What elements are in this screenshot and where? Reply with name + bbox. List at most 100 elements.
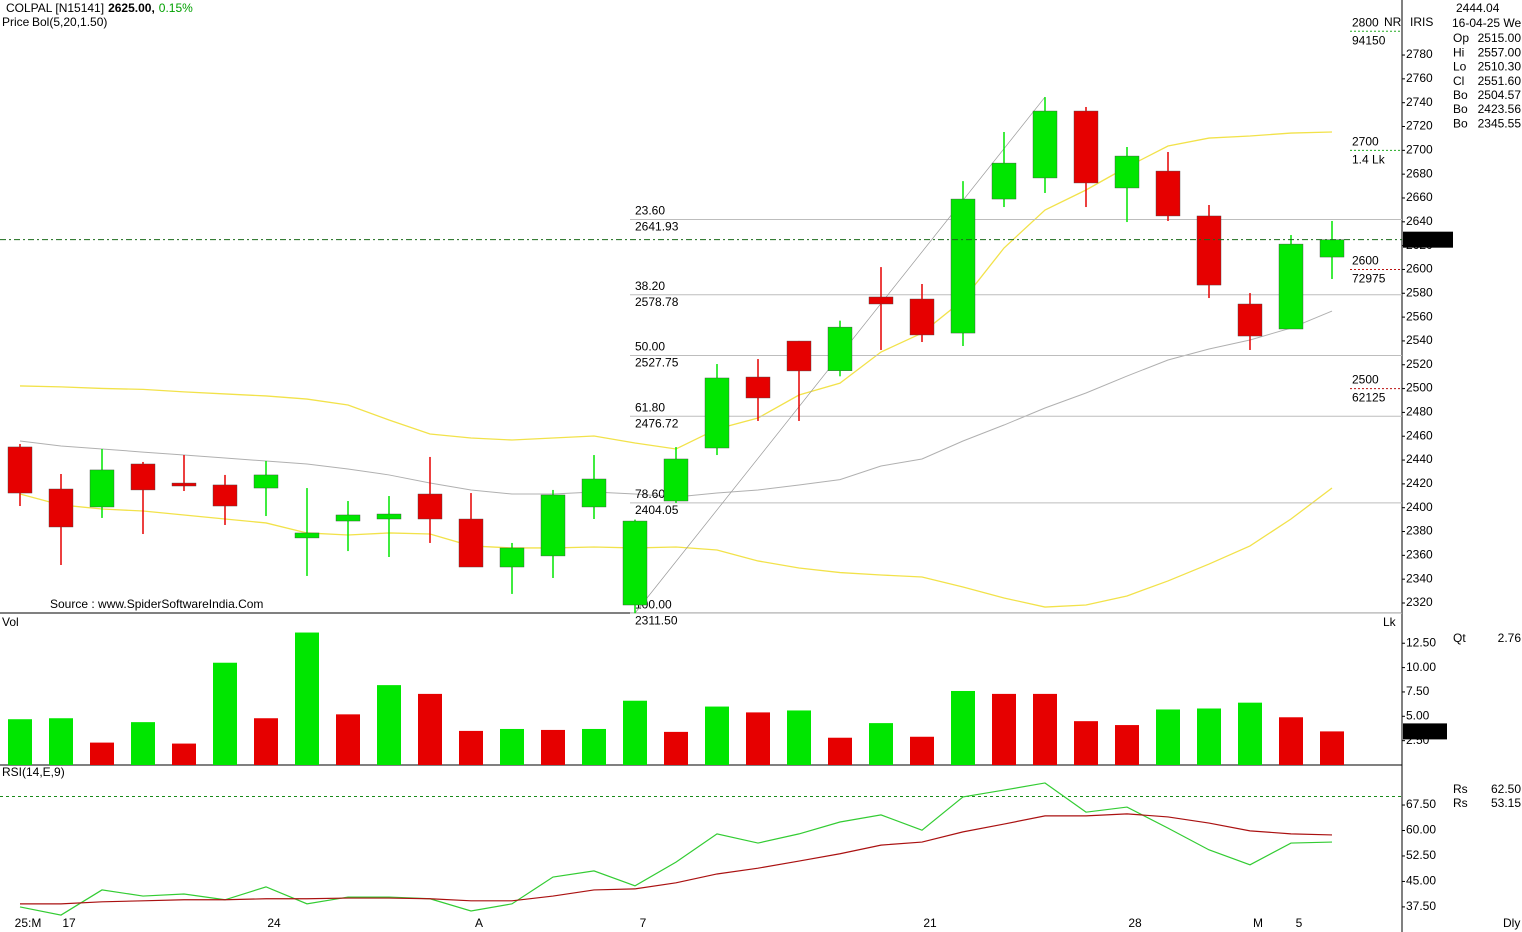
candle-body bbox=[376, 513, 402, 520]
volume-bar bbox=[828, 737, 852, 765]
volume-bar bbox=[869, 723, 893, 765]
candle-body bbox=[294, 532, 320, 539]
candle-body bbox=[1237, 303, 1263, 337]
volume-bar bbox=[1115, 725, 1139, 765]
readout-row-value: 53.15 bbox=[1491, 796, 1521, 810]
readout-label: Rs bbox=[1453, 782, 1468, 796]
x-tick-label: 17 bbox=[62, 916, 76, 930]
volume-bar bbox=[746, 712, 770, 765]
last-price-label: 2625.00 bbox=[1406, 232, 1450, 246]
last-volume-box bbox=[1403, 723, 1447, 740]
candle-body bbox=[786, 340, 812, 372]
price-legend: Price bbox=[2, 15, 30, 29]
candle-body bbox=[212, 484, 238, 507]
candle-body bbox=[663, 458, 689, 502]
fib-price: 2641.93 bbox=[635, 220, 679, 234]
candle-body bbox=[868, 296, 894, 305]
readout-row-value: 2557.00 bbox=[1478, 45, 1522, 59]
volume-bar bbox=[582, 728, 606, 765]
candle-body bbox=[909, 298, 935, 336]
volume-bar bbox=[1279, 717, 1303, 765]
fib-price: 2578.78 bbox=[635, 295, 679, 309]
volume-bar bbox=[705, 706, 729, 765]
fib-price: 2404.05 bbox=[635, 503, 679, 517]
y-tick-label: 5.00 bbox=[1406, 708, 1430, 722]
fib-price: 2527.75 bbox=[635, 356, 679, 370]
volume-bar bbox=[295, 632, 319, 765]
volume-bar bbox=[8, 719, 32, 765]
volume-bar bbox=[377, 685, 401, 765]
readout-row-value: 2551.60 bbox=[1478, 74, 1522, 88]
y-tick-label: 2420 bbox=[1406, 476, 1433, 490]
y-tick-label: 2780 bbox=[1406, 47, 1433, 61]
candle-body bbox=[417, 493, 443, 520]
y-tick-label: 2460 bbox=[1406, 428, 1433, 442]
y-tick-label: 2660 bbox=[1406, 190, 1433, 204]
fib-pct: 78.60 bbox=[635, 487, 665, 501]
header-part: COLPAL [N15141] bbox=[6, 1, 104, 15]
volume-bar bbox=[49, 718, 73, 765]
volume-bar bbox=[664, 731, 688, 765]
panel-title: Vol bbox=[2, 615, 19, 629]
readout-row-value: 2510.30 bbox=[1478, 60, 1522, 74]
y-tick-label: 67.50 bbox=[1406, 797, 1436, 811]
oi-strike: 2600 bbox=[1352, 254, 1379, 268]
volume-bar bbox=[254, 718, 278, 765]
candle-body bbox=[540, 494, 566, 557]
readout-label: Bo bbox=[1453, 102, 1468, 116]
volume-bar bbox=[910, 736, 934, 765]
volume-bar bbox=[213, 662, 237, 765]
readout-label: Op bbox=[1453, 31, 1469, 45]
volume-bar bbox=[172, 743, 196, 765]
oi-value: 94150 bbox=[1352, 33, 1386, 47]
volume-bar bbox=[623, 700, 647, 765]
x-tick-label: 21 bbox=[923, 916, 937, 930]
y-tick-label: 2440 bbox=[1406, 452, 1433, 466]
x-tick-label: 24 bbox=[267, 916, 281, 930]
readout-label: Hi bbox=[1453, 45, 1464, 59]
fib-price: 2476.72 bbox=[635, 416, 679, 430]
candle-body bbox=[827, 326, 853, 371]
readout-label: Qt bbox=[1453, 631, 1466, 645]
rsi-line bbox=[20, 813, 1333, 905]
readout-label: Cl bbox=[1453, 74, 1464, 88]
readout-label: Bo bbox=[1453, 88, 1468, 102]
y-tick-label: 2740 bbox=[1406, 95, 1433, 109]
candle-body bbox=[1032, 110, 1058, 179]
y-tick-label: 2600 bbox=[1406, 262, 1433, 276]
candle-body bbox=[130, 463, 156, 491]
candle-body bbox=[1114, 155, 1140, 189]
header-part: 2625.00, bbox=[108, 1, 155, 15]
y-tick-label: 2500 bbox=[1406, 381, 1433, 395]
candle-body bbox=[335, 514, 361, 522]
volume-bar bbox=[131, 722, 155, 765]
panel-title: RSI(14,E,9) bbox=[2, 765, 65, 779]
y-tick-label: 60.00 bbox=[1406, 823, 1436, 837]
candle-body bbox=[253, 474, 279, 489]
y-tick-label: 52.50 bbox=[1406, 848, 1436, 862]
y-tick-label: 2760 bbox=[1406, 71, 1433, 85]
volume-bar bbox=[90, 742, 114, 765]
unit: Lk bbox=[1383, 615, 1397, 629]
y-tick-label: 37.50 bbox=[1406, 899, 1436, 913]
fib-price: 2311.50 bbox=[635, 613, 678, 627]
y-tick-label: 2380 bbox=[1406, 524, 1433, 538]
rsi-line bbox=[19, 782, 1333, 916]
nr: NR bbox=[1384, 15, 1402, 29]
candle-body bbox=[458, 518, 484, 568]
y-tick-label: 2400 bbox=[1406, 500, 1433, 514]
y-tick-label: 12.50 bbox=[1406, 635, 1436, 649]
volume-bar bbox=[1074, 721, 1098, 765]
readout-label: Bo bbox=[1453, 116, 1468, 130]
readout-date: 16-04-25 We bbox=[1452, 16, 1521, 30]
readout-row-value: 2504.57 bbox=[1478, 88, 1522, 102]
x-tick-label: 28 bbox=[1128, 916, 1142, 930]
volume-bar bbox=[1156, 709, 1180, 765]
readout-label: Lo bbox=[1453, 60, 1467, 74]
source: Source : www.SpiderSoftwareIndia.Com bbox=[50, 597, 263, 611]
y-tick-label: 2340 bbox=[1406, 571, 1433, 585]
volume-bar bbox=[418, 693, 442, 765]
y-tick-label: 2540 bbox=[1406, 333, 1433, 347]
